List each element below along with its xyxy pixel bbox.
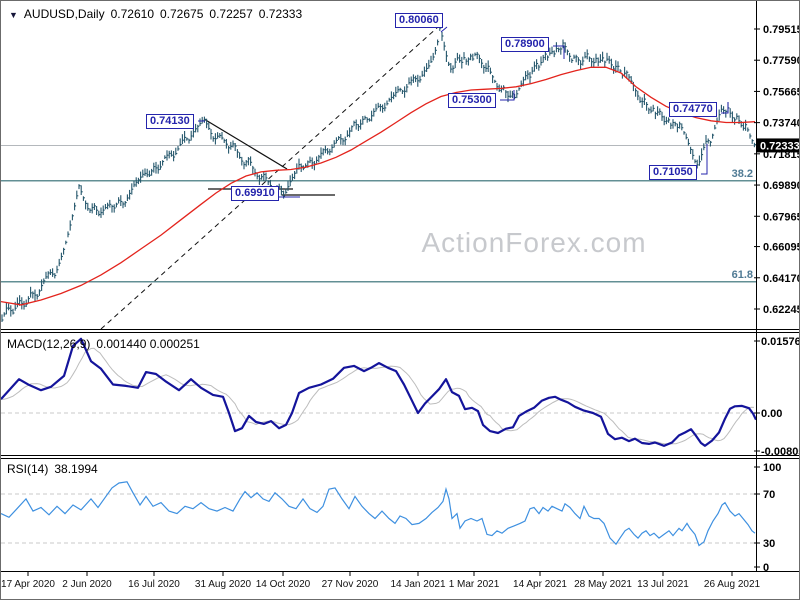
swing-label-connector — [440, 26, 448, 33]
rsi-axis-label: 30 — [763, 538, 775, 550]
price-low: 0.72257 — [209, 7, 253, 21]
fib-level-label: 38.2 — [732, 168, 753, 180]
rsi-label: RSI(14) — [7, 462, 49, 476]
price-axis-label: 0.69890 — [763, 180, 800, 192]
price-axis-label: 0.77590 — [763, 55, 800, 67]
swing-label-connector — [500, 90, 515, 101]
date-axis-label: 27 Nov 2020 — [322, 579, 379, 590]
date-axis-label: 13 Jul 2021 — [637, 579, 689, 590]
price-bars — [1, 22, 756, 322]
swing-label-connector — [701, 144, 708, 175]
symbol-ohlc-line: ▼ AUDUSD,Daily 0.72610 0.72675 0.72257 0.7233… — [9, 7, 308, 21]
watermark: ActionForex.com — [421, 227, 647, 258]
symbol-name: AUDUSD,Daily — [23, 7, 105, 21]
rsi-axis-label: 70 — [763, 489, 775, 501]
price-axis-label: 0.64170 — [763, 273, 800, 285]
fib-level-label: 61.8 — [732, 269, 753, 281]
rsi-axis-label: 100 — [763, 462, 781, 474]
date-axis-label: 14 Oct 2020 — [256, 579, 311, 590]
date-axis-label: 17 Apr 2020 — [1, 579, 55, 590]
ma-red-line — [1, 66, 756, 306]
macd-axis-label: 0.00 — [761, 408, 782, 420]
price-high: 0.72675 — [160, 7, 204, 21]
date-axis-label: 2 Jun 2020 — [62, 579, 112, 590]
rsi-value: 38.1994 — [54, 462, 98, 476]
price-axis-label: 0.67965 — [763, 211, 800, 223]
date-axis-label: 31 Aug 2020 — [195, 579, 252, 590]
price-open: 0.72610 — [110, 7, 154, 21]
swing-label-connector — [721, 102, 729, 114]
dashed-trendline — [100, 26, 439, 330]
price-axis-label: 0.73740 — [763, 118, 800, 130]
current-price-tag-text: 0.72333 — [760, 140, 800, 152]
price-axis-label: 0.75665 — [763, 86, 800, 98]
price-axis-label: 0.79515 — [763, 24, 800, 36]
macd-axis-label: 0.015768 — [761, 336, 800, 348]
current-price-tag — [756, 138, 799, 153]
macd-indicator-header: MACD(12,26,9) 0.001440 0.000251 — [7, 337, 206, 351]
rsi-axis-label: 0 — [763, 562, 769, 574]
price-close: 0.72333 — [258, 7, 303, 21]
macd-values: 0.001440 0.000251 — [96, 337, 200, 351]
price-axis-label: 0.66095 — [763, 242, 800, 254]
macd-axis-label: -0.008053 — [761, 446, 800, 458]
macd-signal-line — [1, 347, 755, 445]
macd-label: MACD(12,26,9) — [7, 337, 91, 351]
date-axis-label: 14 Jan 2021 — [390, 579, 445, 590]
rsi-line — [1, 481, 756, 547]
date-axis-label: 14 Apr 2021 — [513, 579, 567, 590]
date-axis-label: 26 Aug 2021 — [704, 579, 761, 590]
chevron-down-icon[interactable]: ▼ — [9, 10, 18, 20]
solid-trendline — [203, 118, 288, 170]
date-axis-label: 28 May 2021 — [574, 579, 632, 590]
price-axis-label: 0.62245 — [763, 304, 800, 316]
rsi-indicator-header: RSI(14) 38.1994 — [7, 462, 104, 476]
macd-line — [1, 337, 757, 447]
date-axis-label: 16 Jul 2020 — [128, 579, 180, 590]
date-axis-label: 1 Mar 2021 — [449, 579, 500, 590]
swing-label-connector — [553, 45, 565, 59]
